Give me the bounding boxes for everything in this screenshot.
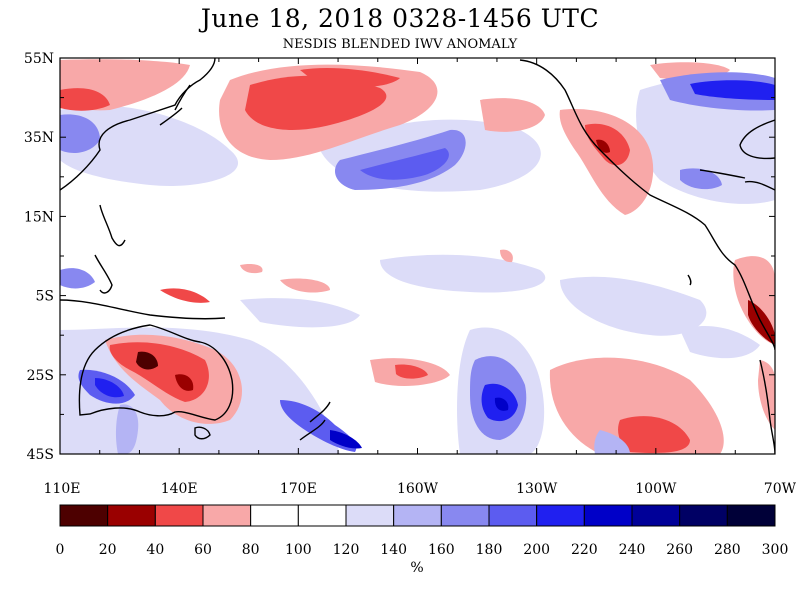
lon-label: 170E (280, 481, 317, 497)
longitude-axis: 110E 140E 170E 160W 130W 100W 70W (44, 58, 797, 497)
colorbar-tick-label: 120 (333, 542, 360, 558)
colorbar: 0 20 40 60 80 100 120 140 160 180 200 220 240 260 280 3… (56, 504, 789, 558)
colorbar-tick-label: 200 (523, 542, 550, 558)
colorbar-swatch (250, 504, 299, 527)
colorbar-tick-label: 20 (99, 542, 117, 558)
colorbar-swatch (488, 504, 538, 527)
colorbar-tick-label: 280 (714, 542, 741, 558)
lat-label: 35N (24, 130, 54, 146)
colorbar-tick-label: 80 (242, 542, 260, 558)
anomaly-field (60, 59, 775, 454)
colorbar-tick-label: 140 (380, 542, 407, 558)
lon-label: 140E (161, 481, 198, 497)
lon-label: 160W (397, 481, 439, 497)
colorbar-tick-label: 240 (619, 542, 646, 558)
lon-label: 130W (516, 481, 558, 497)
colorbar-tick-label: 0 (56, 542, 65, 558)
colorbar-swatch (726, 504, 776, 527)
colorbar-swatch (536, 504, 585, 527)
colorbar-tick-label: 60 (194, 542, 212, 558)
colorbar-swatch (631, 504, 681, 527)
colorbar-tick-label: 300 (762, 542, 789, 558)
colorbar-unit: % (410, 560, 424, 576)
latitude-axis: 55N 35N 15N 5S 25S 45S (24, 51, 775, 463)
lat-label: 5S (36, 289, 55, 305)
lat-label: 15N (24, 209, 54, 225)
colorbar-swatch (154, 504, 204, 527)
colorbar-swatch (440, 504, 490, 527)
lon-label: 110E (44, 481, 81, 497)
map-title: June 18, 2018 0328-1456 UTC (200, 4, 600, 33)
lat-label: 25S (27, 368, 54, 384)
colorbar-tick-label: 260 (666, 542, 693, 558)
colorbar-swatch (679, 504, 728, 527)
lon-label: 100W (635, 481, 677, 497)
colorbar-swatch (107, 504, 156, 527)
colorbar-swatch (345, 504, 395, 527)
colorbar-swatch (393, 504, 442, 527)
map-subtitle: NESDIS BLENDED IWV ANOMALY (282, 37, 518, 52)
lat-label: 55N (24, 51, 54, 67)
coastlines (60, 58, 775, 454)
colorbar-swatch (583, 504, 633, 527)
colorbar-tick-label: 220 (571, 542, 598, 558)
colorbar-tick-label: 160 (428, 542, 455, 558)
colorbar-swatch (59, 504, 109, 527)
colorbar-tick-label: 180 (476, 542, 503, 558)
lon-label: 70W (764, 481, 797, 497)
colorbar-swatch (202, 504, 252, 527)
lat-label: 45S (27, 447, 54, 463)
colorbar-tick-label: 100 (285, 542, 312, 558)
colorbar-swatch (297, 504, 347, 527)
colorbar-tick-label: 40 (146, 542, 164, 558)
